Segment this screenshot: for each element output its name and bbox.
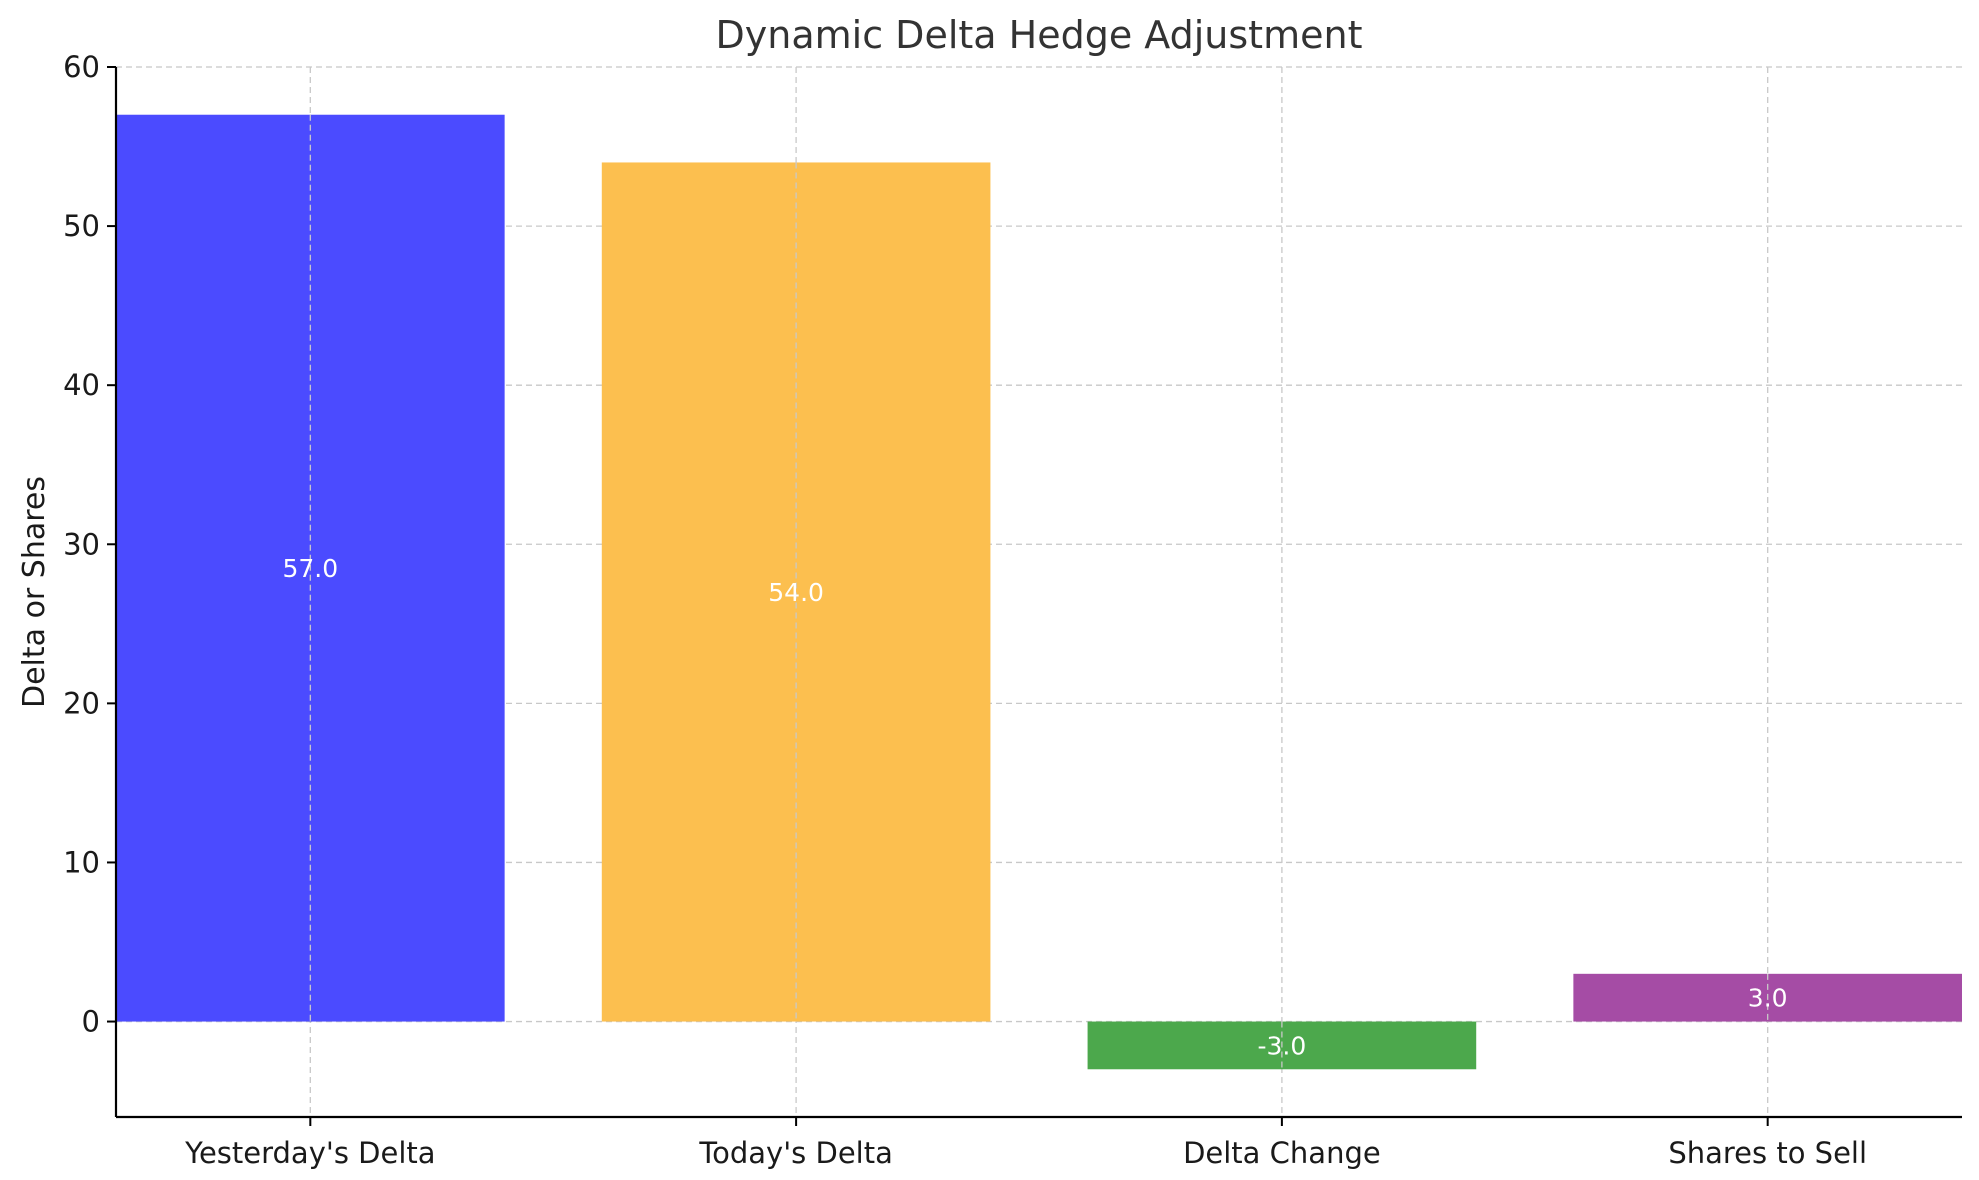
bar-value-labels: 57.0 54.0 -3.0 3.0: [282, 554, 1787, 1060]
x-tick-label: Today's Delta: [698, 1136, 893, 1170]
y-tick-label: 0: [82, 1005, 100, 1039]
y-tick-label: 60: [63, 50, 100, 84]
y-tick-label: 20: [63, 686, 100, 720]
axes: [114, 67, 1962, 1119]
chart-title: Dynamic Delta Hedge Adjustment: [716, 13, 1363, 57]
bars: [116, 114, 1962, 1070]
x-tick-label: Yesterday's Delta: [184, 1136, 435, 1170]
x-tick-label: Shares to Sell: [1668, 1136, 1867, 1170]
y-axis-label: Delta or Shares: [17, 476, 52, 708]
y-tick-label: 40: [63, 368, 100, 402]
bar-value-label: 57.0: [282, 554, 338, 583]
y-tick-label: 10: [63, 845, 100, 879]
y-tick-label: 30: [63, 527, 100, 561]
bar-value-label: 3.0: [1748, 984, 1788, 1013]
axis-ticks: 0 10 20 30 40 50 60 Yesterday's Delta Today's De…: [63, 50, 1867, 1170]
bar-value-label: 54.0: [768, 578, 824, 607]
grid-lines: [116, 66, 1962, 1117]
x-tick-label: Delta Change: [1183, 1136, 1381, 1170]
y-tick-label: 50: [63, 209, 100, 243]
bar-value-label: -3.0: [1258, 1031, 1307, 1060]
